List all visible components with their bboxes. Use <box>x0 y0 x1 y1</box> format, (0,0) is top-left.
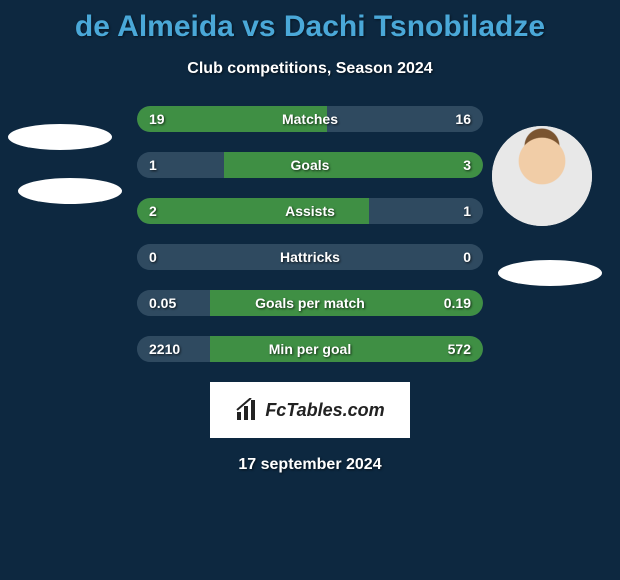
chart-icon <box>235 398 259 422</box>
stat-label: Assists <box>137 198 483 224</box>
stat-label: Hattricks <box>137 244 483 270</box>
logo-box: FcTables.com <box>210 382 410 438</box>
stat-row: 1916Matches <box>137 106 483 132</box>
stat-row: 21Assists <box>137 198 483 224</box>
stat-label: Matches <box>137 106 483 132</box>
logo-text: FcTables.com <box>265 400 384 421</box>
stat-rows: 1916Matches 13Goals 21Assists 00Hattricks 0.… <box>137 106 483 362</box>
left-player-decor-2 <box>18 178 122 204</box>
stat-label: Min per goal <box>137 336 483 362</box>
right-player-decor-1 <box>498 260 602 286</box>
stat-row: 2210572Min per goal <box>137 336 483 362</box>
stat-row: 0.050.19Goals per match <box>137 290 483 316</box>
right-player-avatar <box>492 126 592 226</box>
subtitle: Club competitions, Season 2024 <box>0 60 620 78</box>
stat-label: Goals <box>137 152 483 178</box>
stat-row: 13Goals <box>137 152 483 178</box>
stat-label: Goals per match <box>137 290 483 316</box>
left-player-decor-1 <box>8 124 112 150</box>
date-line: 17 september 2024 <box>0 456 620 474</box>
stat-row: 00Hattricks <box>137 244 483 270</box>
page-title: de Almeida vs Dachi Tsnobiladze <box>0 0 620 44</box>
